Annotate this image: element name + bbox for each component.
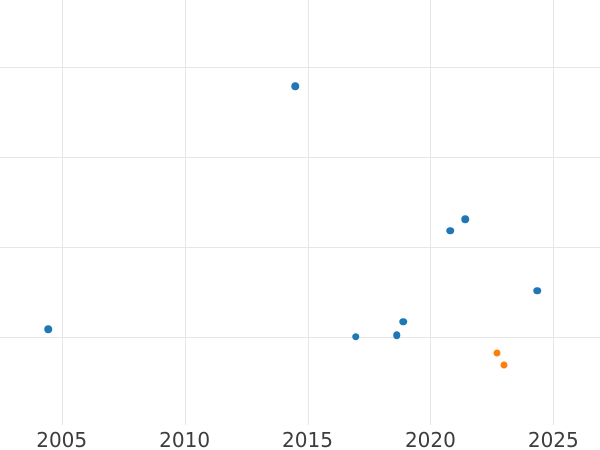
data-point-blue-series: [291, 82, 299, 90]
vertical-gridline: [307, 0, 309, 425]
vertical-gridline: [553, 0, 555, 425]
data-point-orange-series: [500, 361, 508, 369]
vertical-gridline: [430, 0, 432, 425]
data-point-blue-series: [351, 332, 360, 341]
data-point-blue-series: [44, 325, 53, 333]
data-point-blue-series: [533, 286, 542, 295]
x-tick-label: 2015: [282, 428, 333, 450]
data-point-blue-series: [446, 226, 455, 235]
data-point-blue-series: [392, 331, 401, 340]
data-point-blue-series: [461, 215, 469, 224]
x-tick-label: 2020: [404, 428, 456, 450]
data-point-orange-series: [493, 349, 501, 357]
horizontal-gridline: [0, 67, 600, 68]
data-point-blue-series: [399, 317, 408, 326]
vertical-gridline: [61, 0, 63, 425]
x-tick-label: 2025: [527, 428, 579, 450]
x-tick-label: 2010: [159, 428, 211, 450]
horizontal-gridline: [0, 337, 600, 338]
x-tick-label: 2005: [36, 428, 88, 450]
horizontal-gridline: [0, 157, 600, 158]
vertical-gridline: [184, 0, 186, 425]
horizontal-gridline: [0, 247, 600, 248]
